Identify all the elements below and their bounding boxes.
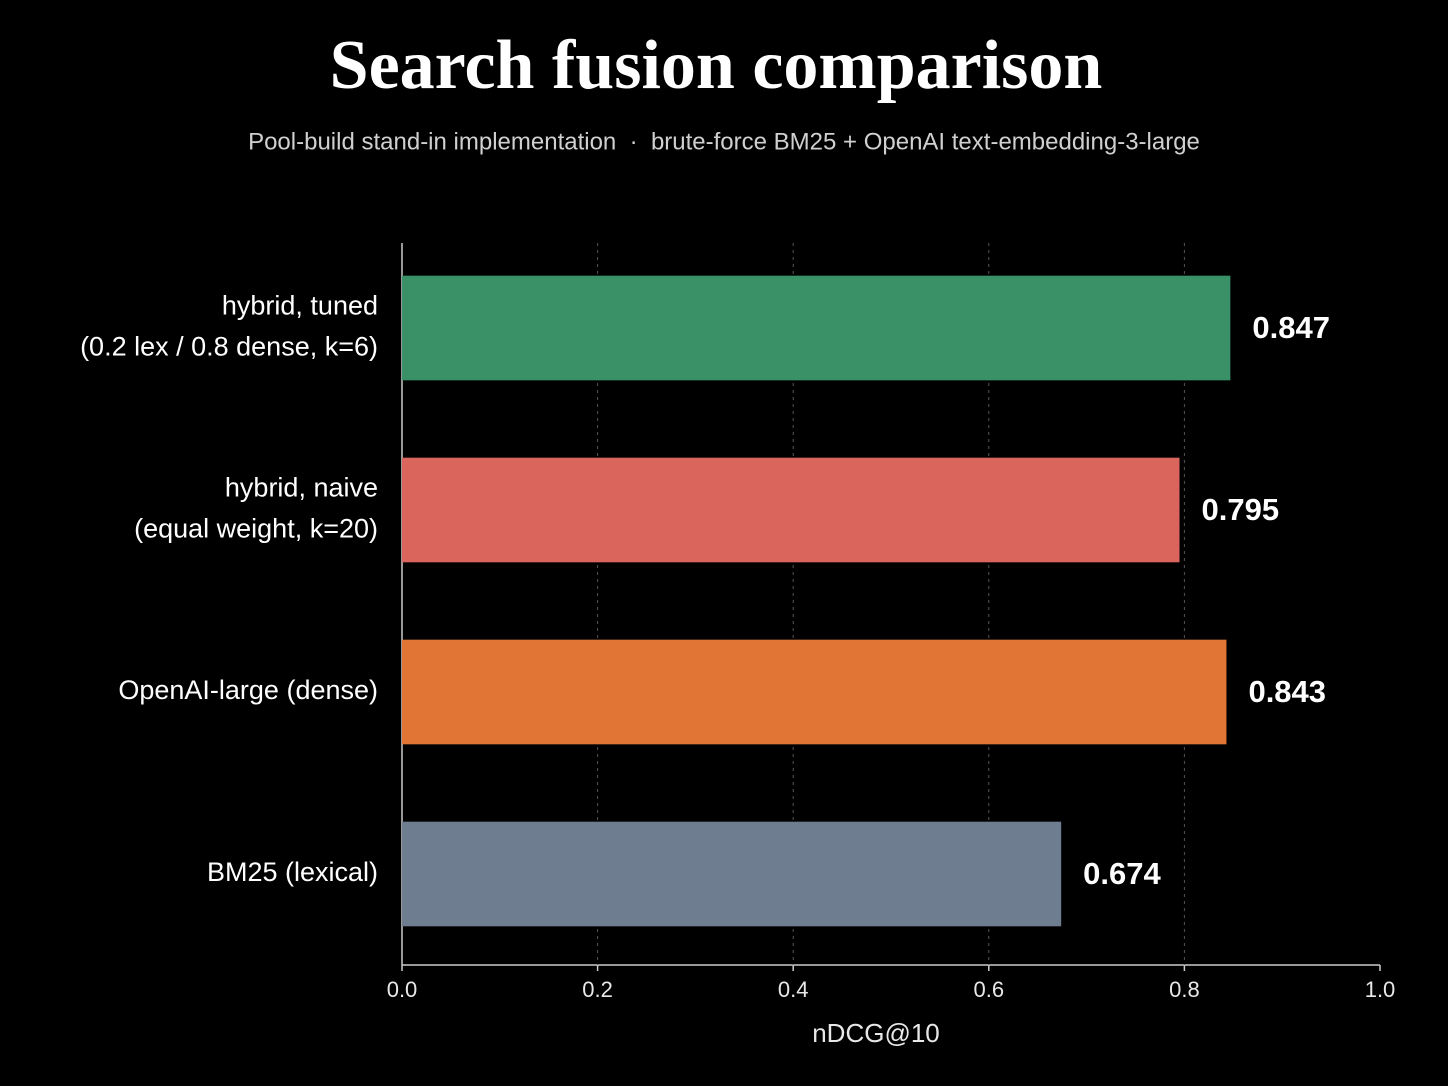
- value-label: 0.847: [1252, 310, 1330, 345]
- chart-title: Search fusion comparison: [330, 27, 1103, 104]
- x-tick-label: 0.8: [1169, 977, 1200, 1002]
- x-tick-label: 0.6: [974, 977, 1005, 1002]
- bar: [402, 457, 1180, 563]
- x-tick-label: 0.0: [387, 977, 418, 1002]
- bar: [402, 275, 1231, 381]
- y-tick-label: hybrid, naive (equal weight, k=20): [134, 473, 378, 544]
- chart-subtitle: Pool-build stand-in implementation · bru…: [248, 128, 1200, 155]
- y-tick-label: OpenAI-large (dense): [118, 675, 378, 705]
- y-tick-label: BM25 (lexical): [207, 857, 378, 887]
- y-tick-label: hybrid, tuned (0.2 lex / 0.8 dense, k=6): [80, 291, 378, 362]
- value-label: 0.674: [1083, 856, 1161, 891]
- x-tick-label: 0.4: [778, 977, 809, 1002]
- x-tick-label: 1.0: [1365, 977, 1396, 1002]
- bar: [402, 821, 1062, 927]
- x-axis-label: nDCG@10: [812, 1018, 940, 1048]
- bar: [402, 639, 1227, 745]
- x-tick-label: 0.2: [582, 977, 613, 1002]
- value-label: 0.843: [1248, 674, 1326, 709]
- value-label: 0.795: [1202, 492, 1280, 527]
